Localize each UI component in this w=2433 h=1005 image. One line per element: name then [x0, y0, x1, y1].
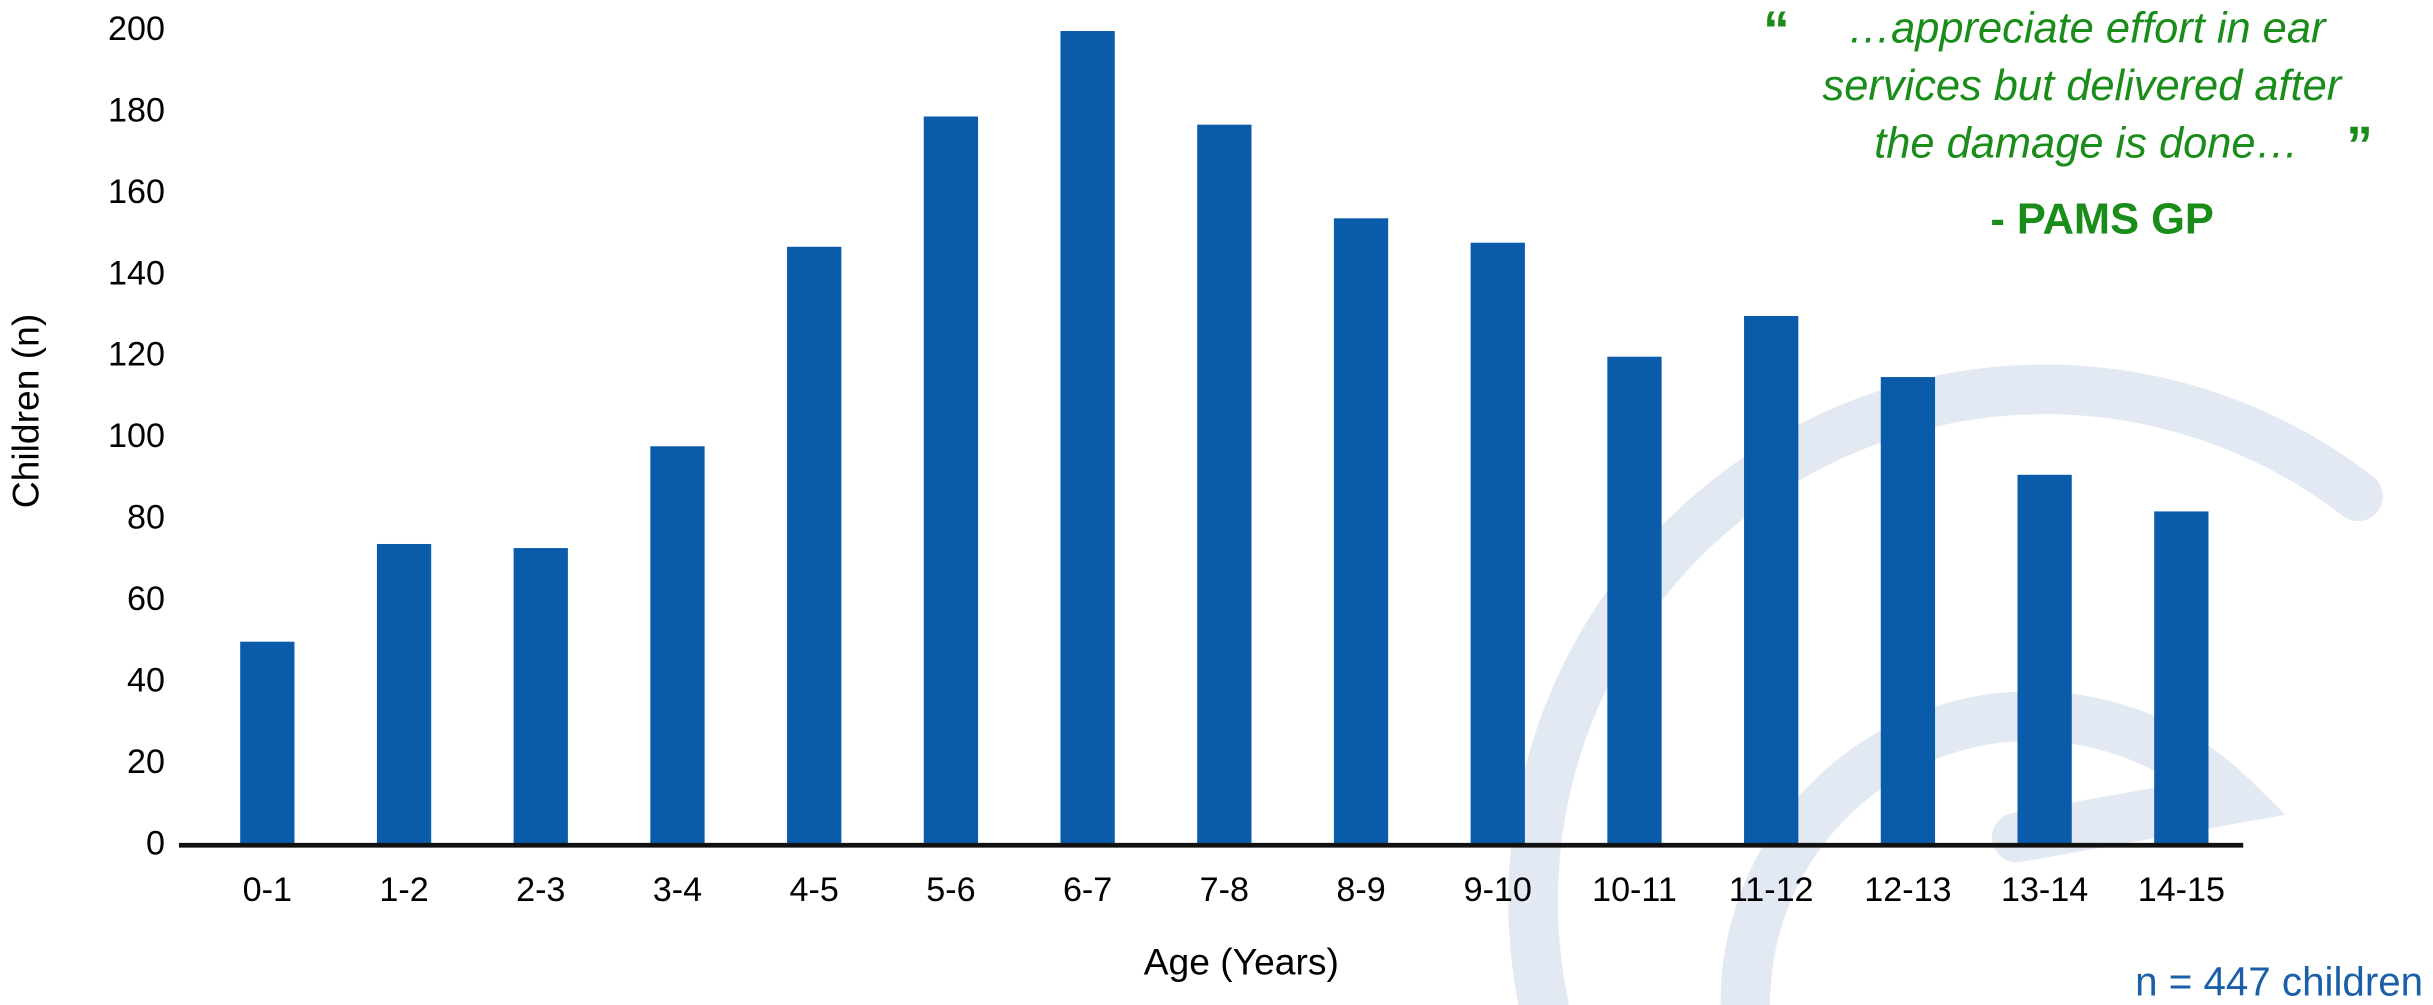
x-tick-label: 10-11 — [1592, 871, 1677, 909]
bar — [1607, 356, 1662, 846]
x-tick-label: 13-14 — [2001, 871, 2088, 909]
bar — [376, 543, 432, 846]
y-tick-label: 200 — [108, 10, 165, 48]
y-tick-label: 140 — [108, 254, 165, 292]
bar — [2154, 511, 2209, 846]
x-tick-label: 14-15 — [2138, 871, 2225, 909]
x-tick-label: 6-7 — [1063, 871, 1112, 909]
bar — [2017, 474, 2072, 846]
bar — [1744, 316, 1799, 846]
x-tick-label: 7-8 — [1200, 871, 1249, 909]
x-axis-label: Age (Years) — [1144, 941, 1339, 983]
bar — [1333, 218, 1389, 846]
bar — [650, 446, 705, 846]
y-tick-label: 0 — [146, 824, 165, 862]
y-tick-label: 60 — [127, 580, 165, 618]
x-tick-label: 8-9 — [1336, 871, 1385, 909]
sample-note: n = 447 children — [2135, 958, 2423, 1004]
y-tick-label: 40 — [127, 661, 165, 699]
x-tick-label: 12-13 — [1864, 871, 1951, 909]
y-tick-label: 120 — [108, 336, 165, 374]
quote-line: …appreciate effort in ear — [1848, 4, 2327, 52]
y-tick-label: 20 — [127, 743, 165, 781]
quote-attribution: - PAMS GP — [1990, 195, 2213, 243]
quote-line: the damage is done… — [1874, 119, 2299, 167]
x-tick-label: 3-4 — [653, 871, 702, 909]
y-tick-label: 100 — [108, 417, 165, 455]
y-tick-label: 160 — [108, 173, 165, 211]
x-tick-label: 1-2 — [379, 871, 428, 909]
bar — [240, 641, 295, 846]
x-tick-label: 4-5 — [790, 871, 839, 909]
quote-open: “ — [1763, 1, 1789, 60]
x-tick-label: 11-12 — [1729, 871, 1814, 909]
quote-line: services but delivered after — [1823, 62, 2343, 110]
x-tick-label: 0-1 — [243, 871, 292, 909]
bar — [1197, 124, 1252, 846]
bar — [513, 548, 568, 846]
y-tick-label: 80 — [127, 499, 165, 537]
bar — [923, 116, 979, 846]
y-axis-label: Children (n) — [4, 314, 46, 508]
x-tick-label: 5-6 — [926, 871, 975, 909]
bar — [1060, 31, 1115, 846]
bar — [787, 246, 842, 846]
bar — [1470, 242, 1525, 846]
quote-close: ” — [2346, 116, 2372, 175]
bar — [1880, 377, 1936, 846]
x-tick-label: 9-10 — [1464, 871, 1532, 909]
x-tick-label: 2-3 — [516, 871, 565, 909]
y-tick-label: 180 — [108, 91, 165, 129]
